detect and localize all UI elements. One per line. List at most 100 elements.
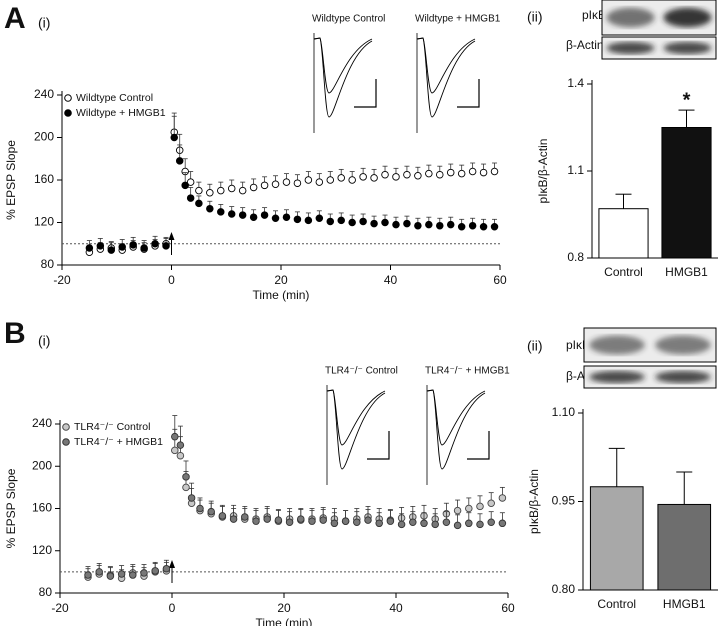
data-point xyxy=(453,506,462,515)
y-axis-label: pIκB/β-Actin xyxy=(536,139,550,204)
data-point xyxy=(304,176,313,184)
data-point xyxy=(107,246,116,254)
data-point xyxy=(476,520,484,529)
data-point xyxy=(271,180,280,188)
inset-trace xyxy=(426,389,486,470)
data-point xyxy=(263,515,271,523)
data-point xyxy=(196,504,204,513)
y-tick-label: 160 xyxy=(34,172,54,186)
y-tick-label: 0.95 xyxy=(552,494,576,508)
legend-marker xyxy=(64,109,72,117)
inset-trace xyxy=(426,389,486,446)
legend-marker xyxy=(62,423,70,431)
legend-marker xyxy=(64,94,72,102)
data-point xyxy=(217,208,225,216)
data-point xyxy=(171,432,179,441)
data-point xyxy=(392,220,400,229)
legend-label: Wildtype + HMGB1 xyxy=(76,107,166,119)
y-tick-label: 120 xyxy=(32,543,52,557)
y-tick-label: 160 xyxy=(32,501,52,515)
data-point xyxy=(436,170,444,179)
blot-band xyxy=(655,370,711,384)
data-point xyxy=(370,174,378,182)
blot-band xyxy=(589,370,645,384)
data-point xyxy=(308,517,316,525)
data-point xyxy=(129,571,137,579)
data-point xyxy=(420,519,428,528)
panel-letter: A xyxy=(4,2,26,35)
legend-label: Wildtype Control xyxy=(76,92,153,104)
bar xyxy=(598,208,649,259)
data-point xyxy=(348,176,356,184)
data-point xyxy=(229,515,238,523)
y-axis-label: % EPSP Slope xyxy=(4,140,18,220)
y-tick-label: 240 xyxy=(32,416,52,430)
data-point xyxy=(297,515,305,523)
data-point xyxy=(252,517,260,525)
x-tick-label: 0 xyxy=(169,601,176,615)
data-point xyxy=(370,219,378,228)
data-point xyxy=(227,210,236,218)
x-tick-label: Control xyxy=(597,597,636,611)
data-point xyxy=(353,518,361,526)
data-point xyxy=(386,517,395,525)
stimulus-arrow-head xyxy=(168,232,175,240)
data-point xyxy=(260,181,269,190)
y-tick-label: 1.1 xyxy=(567,163,584,177)
x-axis-label: Time (min) xyxy=(256,616,313,626)
data-point xyxy=(206,188,214,197)
data-point xyxy=(176,451,185,460)
inset-trace xyxy=(313,37,373,94)
data-point xyxy=(442,518,451,526)
data-point xyxy=(348,218,356,227)
bar xyxy=(661,127,712,259)
y-axis-label: pIκB/β-Actin xyxy=(527,469,541,534)
stimulus-arrow-head xyxy=(169,560,175,568)
data-point xyxy=(151,239,159,248)
data-point xyxy=(487,518,495,526)
data-point xyxy=(364,516,372,524)
data-point xyxy=(490,167,499,176)
panel-sub: (i) xyxy=(38,15,50,31)
data-point xyxy=(453,521,462,530)
data-point xyxy=(238,186,247,195)
data-point xyxy=(326,217,335,226)
inset-label: Wildtype Control xyxy=(312,14,385,25)
data-point xyxy=(476,502,484,511)
scale-bar xyxy=(367,431,390,460)
data-point xyxy=(175,157,184,165)
legend-label: TLR4⁻/⁻ Control xyxy=(74,421,150,433)
data-point xyxy=(337,174,345,182)
inset-label: TLR4⁻/⁻ Control xyxy=(325,366,398,377)
y-tick-label: 1.10 xyxy=(552,405,576,419)
legend-label: TLR4⁻/⁻ + HMGB1 xyxy=(74,436,163,448)
data-point xyxy=(465,519,473,528)
data-point xyxy=(140,569,148,577)
x-tick-label: 20 xyxy=(274,273,288,287)
data-point xyxy=(217,186,225,195)
panel-sub: (i) xyxy=(38,333,50,349)
blot-label: pIκB xyxy=(582,8,606,22)
data-point xyxy=(187,494,196,502)
data-point xyxy=(182,473,190,481)
x-tick-label: 20 xyxy=(277,601,291,615)
x-tick-label: -20 xyxy=(51,601,69,615)
scale-bar xyxy=(467,431,490,460)
inset-trace xyxy=(313,37,373,118)
data-point xyxy=(129,241,137,249)
inset-label: TLR4⁻/⁻ + HMGB1 xyxy=(425,366,510,377)
data-point xyxy=(457,169,466,178)
y-tick-label: 0.8 xyxy=(567,250,584,264)
data-point xyxy=(359,173,367,181)
blot-band xyxy=(655,335,711,355)
blot-band xyxy=(606,41,655,55)
data-point xyxy=(468,167,477,176)
data-point xyxy=(96,242,105,250)
data-point xyxy=(181,181,189,190)
data-point xyxy=(330,519,339,528)
data-point xyxy=(414,171,422,180)
data-point xyxy=(241,513,249,521)
data-point xyxy=(468,221,477,230)
data-point xyxy=(315,214,324,222)
